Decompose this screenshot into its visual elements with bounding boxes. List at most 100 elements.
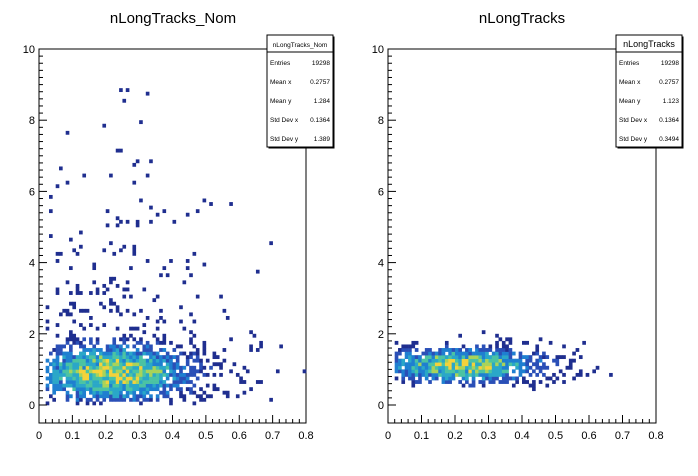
- heatmap-cell: [122, 376, 127, 381]
- heatmap-cell: [69, 383, 73, 388]
- heatmap-cell: [222, 308, 227, 313]
- heatmap-cell: [172, 383, 177, 388]
- heatmap-cell: [575, 348, 580, 352]
- heatmap-cell: [85, 380, 90, 384]
- heatmap-cell: [165, 351, 170, 356]
- heatmap-cell: [438, 351, 442, 356]
- heatmap-cell: [411, 358, 416, 363]
- heatmap-cell: [145, 369, 150, 374]
- heatmap-cell: [505, 372, 509, 377]
- x-tick-label: 0.5: [198, 430, 213, 442]
- heatmap-cell: [565, 365, 570, 370]
- heatmap-cell: [179, 387, 183, 392]
- heatmap-cell: [195, 351, 200, 356]
- heatmap-cell: [109, 344, 113, 349]
- heatmap-cell: [142, 369, 147, 374]
- x-tick-label: 0.6: [232, 430, 247, 442]
- heatmap-cell: [434, 369, 439, 374]
- heatmap-cell: [495, 372, 499, 377]
- heatmap-cell: [149, 369, 153, 374]
- heatmap-cell: [169, 340, 173, 345]
- heatmap-cell: [518, 372, 523, 377]
- heatmap-cell: [182, 326, 187, 331]
- heatmap-cell: [471, 369, 476, 374]
- heatmap-cell: [448, 365, 452, 370]
- y-tick-label: 2: [378, 329, 384, 341]
- heatmap-cell: [444, 355, 449, 360]
- heatmap-cell: [119, 358, 123, 363]
- heatmap-cell: [89, 358, 93, 363]
- heatmap-cell: [75, 283, 80, 288]
- heatmap-cell: [552, 358, 556, 363]
- heatmap-cell: [112, 337, 117, 342]
- heatmap-cell: [481, 330, 486, 335]
- heatmap-cell: [162, 333, 167, 338]
- heatmap-cell: [162, 372, 167, 377]
- heatmap-cell: [99, 387, 103, 392]
- heatmap-cell: [82, 372, 87, 377]
- heatmap-cell: [75, 340, 80, 345]
- y-tick-label: 6: [378, 186, 384, 198]
- heatmap-cell: [501, 340, 506, 345]
- heatmap-cell: [179, 372, 183, 377]
- heatmap-cell: [62, 383, 66, 388]
- heatmap-cell: [122, 358, 127, 363]
- heatmap-cell: [518, 351, 523, 356]
- heatmap-cell: [538, 365, 543, 370]
- heatmap-cell: [105, 376, 110, 381]
- heatmap-cell: [451, 369, 456, 374]
- heatmap-cell: [481, 344, 486, 349]
- heatmap-cell: [215, 355, 220, 360]
- heatmap-cell: [109, 390, 113, 395]
- heatmap-cell: [102, 305, 107, 310]
- heatmap-cell: [468, 383, 473, 388]
- heatmap-cell: [471, 362, 476, 367]
- heatmap-cell: [62, 362, 66, 367]
- heatmap-cell: [109, 372, 113, 377]
- heatmap-cell: [102, 387, 107, 392]
- heatmap-cell: [79, 365, 83, 370]
- heatmap-cell: [535, 351, 540, 356]
- heatmap-cell: [115, 394, 120, 399]
- heatmap-cell: [75, 358, 80, 363]
- heatmap-cell: [52, 387, 56, 392]
- heatmap-cell: [192, 365, 197, 370]
- heatmap-cell: [505, 348, 509, 352]
- heatmap-cell: [548, 340, 553, 345]
- heatmap-cell: [155, 294, 160, 299]
- heatmap-cell: [102, 369, 107, 374]
- heatmap-cell: [411, 365, 416, 370]
- heatmap-cell: [162, 358, 167, 363]
- heatmap-cell: [414, 355, 419, 360]
- heatmap-cell: [428, 380, 432, 384]
- heatmap-cell: [485, 348, 489, 352]
- heatmap-cell: [92, 355, 97, 360]
- heatmap-cell: [418, 376, 422, 381]
- heatmap-cell: [99, 401, 103, 406]
- heatmap-cell: [525, 355, 529, 360]
- heatmap-cell: [125, 387, 130, 392]
- heatmap-cell: [199, 387, 203, 392]
- heatmap-cell: [145, 387, 150, 392]
- heatmap-cell: [195, 376, 200, 381]
- heatmap-cell: [122, 294, 127, 299]
- heatmap-cell: [189, 330, 193, 335]
- heatmap-cell: [485, 369, 489, 374]
- heatmap-cell: [542, 365, 546, 370]
- heatmap-cell: [49, 380, 53, 384]
- heatmap-cells: [45, 88, 307, 406]
- heatmap-cell: [255, 269, 260, 274]
- heatmap-cell: [508, 351, 513, 356]
- heatmap-cell: [189, 369, 193, 374]
- heatmap-cell: [92, 348, 97, 352]
- heatmap-cell: [189, 372, 193, 377]
- heatmap-cell: [62, 365, 66, 370]
- heatmap-cell: [149, 394, 153, 399]
- heatmap-cell: [65, 376, 70, 381]
- heatmap-cell: [179, 376, 183, 381]
- heatmap-cell: [62, 351, 66, 356]
- heatmap-cell: [508, 337, 513, 342]
- heatmap-cell: [52, 369, 56, 374]
- heatmap-cell: [179, 380, 183, 384]
- heatmap-cell: [162, 390, 167, 395]
